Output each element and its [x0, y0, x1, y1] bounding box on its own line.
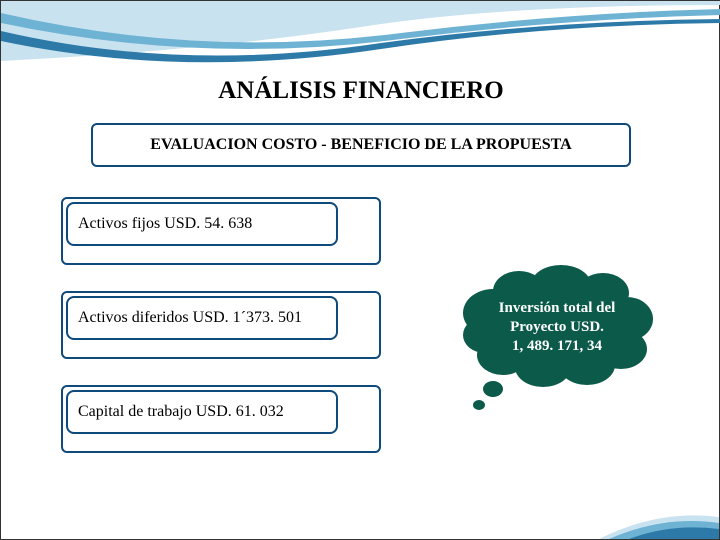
cloud-line2: Proyecto USD.: [510, 319, 604, 335]
thought-cloud: Inversión total del Proyecto USD. 1, 489…: [449, 263, 665, 413]
item-box-1: Activos diferidos USD. 1´373. 501: [61, 291, 381, 359]
item-box-2: Capital de trabajo USD. 61. 032: [61, 385, 381, 453]
cloud-text: Inversión total del Proyecto USD. 1, 489…: [469, 299, 645, 355]
cloud-line1: Inversión total del: [499, 300, 616, 316]
item-inner-1: Activos diferidos USD. 1´373. 501: [66, 296, 338, 340]
corner-stripe: [599, 499, 719, 539]
item-inner-2: Capital de trabajo USD. 61. 032: [66, 390, 338, 434]
page-title: ANÁLISIS FINANCIERO: [1, 77, 720, 105]
item-label-2: Capital de trabajo USD. 61. 032: [78, 403, 284, 421]
subtitle-box: EVALUACION COSTO - BENEFICIO DE LA PROPU…: [91, 123, 631, 167]
cloud-line3: 1, 489. 171, 34: [512, 338, 602, 354]
item-box-0: Activos fijos USD. 54. 638: [61, 197, 381, 265]
item-label-0: Activos fijos USD. 54. 638: [78, 215, 252, 233]
item-inner-0: Activos fijos USD. 54. 638: [66, 202, 338, 246]
subtitle-text: EVALUACION COSTO - BENEFICIO DE LA PROPU…: [150, 136, 571, 154]
item-label-1: Activos diferidos USD. 1´373. 501: [78, 308, 302, 327]
